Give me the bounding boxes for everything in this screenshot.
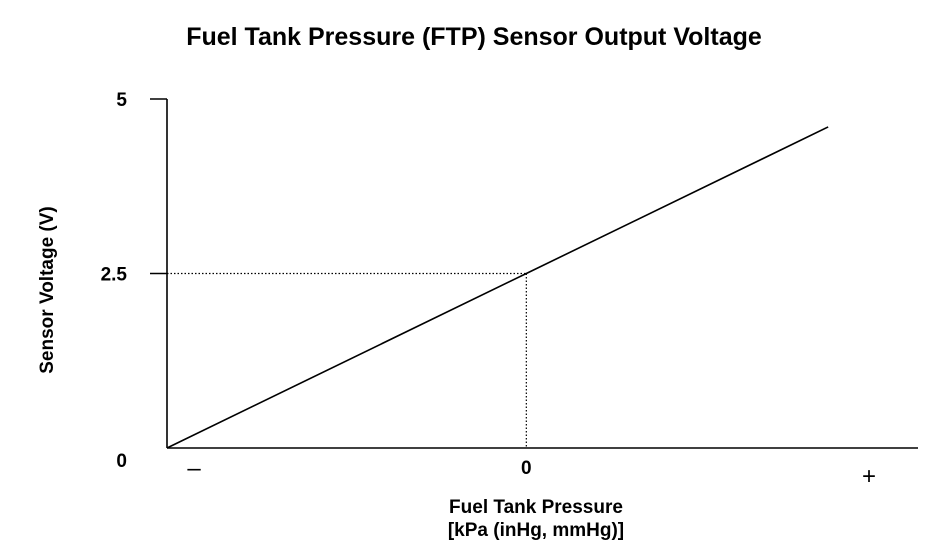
x-axis-label: Fuel Tank Pressure bbox=[449, 497, 623, 518]
y-tick-label-1: 2.5 bbox=[101, 265, 128, 286]
x-tick-label-1: 0 bbox=[521, 458, 532, 479]
chart-title: Fuel Tank Pressure (FTP) Sensor Output V… bbox=[186, 23, 762, 51]
y-tick-label-0: 0 bbox=[116, 451, 127, 472]
y-tick-label-2: 5 bbox=[116, 90, 127, 111]
x-tick-label-2: + bbox=[862, 463, 876, 490]
x-tick-label-0: – bbox=[187, 455, 201, 482]
plot-area: 0 2.5 5 – 0 + bbox=[101, 90, 918, 490]
y-axis-label: Sensor Voltage (V) bbox=[37, 206, 58, 374]
series-line-0 bbox=[166, 126, 829, 449]
x-axis-units: [kPa (inHg, mmHg)] bbox=[448, 520, 624, 541]
